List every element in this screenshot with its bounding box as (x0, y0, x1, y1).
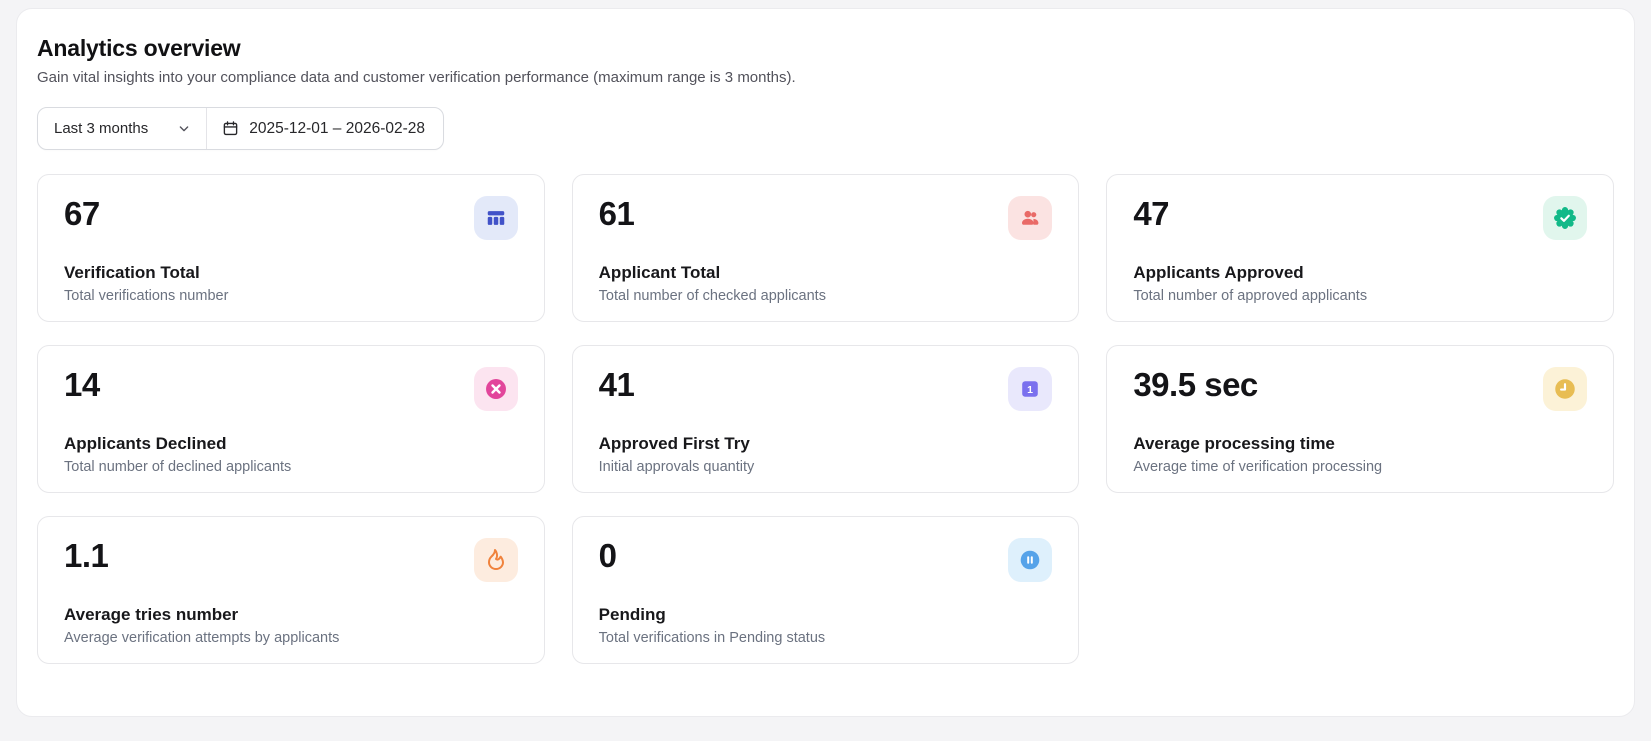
metrics-grid: 67 Verification Total Total verification… (37, 174, 1614, 664)
metric-title: Average processing time (1133, 434, 1335, 453)
metric-card-average-tries-number: 1.1 Average tries number Average verific… (37, 516, 545, 664)
metric-card-pending: 0 Pending Total verifications in Pending… (571, 516, 1080, 664)
metric-card-average-processing-time: 39.5 sec Average processing time Average… (1106, 345, 1614, 493)
metric-value: 61 (598, 195, 635, 232)
page-subtitle: Gain vital insights into your compliance… (37, 69, 796, 86)
date-range-picker[interactable]: 2025-12-01 – 2026-02-28 (207, 108, 443, 149)
metric-title: Pending (598, 605, 666, 624)
metric-description: Total number of checked applicants (598, 288, 826, 304)
pause-circle-icon (1008, 538, 1053, 582)
metric-value: 39.5 sec (1133, 366, 1258, 403)
metric-title: Applicants Approved (1133, 263, 1304, 282)
metric-card-applicants-approved: 47 Applicants Approved Tota (1106, 174, 1614, 322)
svg-text:1: 1 (1027, 384, 1033, 396)
metric-description: Initial approvals quantity (598, 459, 755, 475)
table-columns-icon (473, 196, 518, 240)
metric-description: Total verifications number (64, 288, 229, 304)
users-icon (1008, 196, 1053, 240)
date-range-value: 2025-12-01 – 2026-02-28 (249, 119, 426, 137)
clock-icon (1542, 367, 1587, 411)
metric-description: Average time of verification processing (1133, 459, 1383, 475)
metric-card-applicants-declined: 14 Applicants Declined Total number of d… (37, 345, 545, 493)
metric-card-approved-first-try: 41 1 Approved First Try Initial approval… (571, 345, 1080, 493)
metric-title: Average tries number (64, 605, 239, 624)
metric-description: Total verifications in Pending status (598, 630, 826, 646)
metric-title: Verification Total (64, 263, 200, 282)
metric-value: 14 (64, 366, 100, 403)
metric-card-applicant-total: 61 Applicant Total Total number of check… (571, 174, 1080, 322)
metric-title: Applicant Total (598, 263, 721, 282)
metric-description: Average verification attempts by applica… (64, 630, 340, 646)
x-circle-icon (473, 367, 518, 411)
analytics-panel: Analytics overview Gain vital insights i… (16, 8, 1635, 717)
range-select-dropdown[interactable]: Last 3 months (38, 108, 206, 149)
metric-card-verification-total: 67 Verification Total Total verification… (37, 174, 545, 322)
filters-bar: Last 3 months 2025-12-01 – 2026-02-28 (37, 107, 1614, 150)
metric-title: Approved First Try (598, 434, 750, 453)
metric-value: 1.1 (64, 537, 109, 574)
range-select-value: Last 3 months (54, 120, 149, 137)
metric-value: 67 (64, 195, 100, 232)
number-one-icon: 1 (1008, 367, 1053, 411)
metric-description: Total number of declined applicants (64, 459, 292, 475)
metric-value: 0 (598, 537, 617, 574)
date-filter-control: Last 3 months 2025-12-01 – 2026-02-28 (37, 107, 445, 150)
divider (206, 108, 208, 149)
page-title: Analytics overview (37, 35, 241, 61)
calendar-icon (222, 120, 239, 137)
metric-value: 47 (1133, 195, 1170, 232)
metric-description: Total number of approved applicants (1133, 288, 1368, 304)
metric-title: Applicants Declined (64, 434, 227, 453)
metric-value: 41 (598, 366, 635, 403)
flame-icon (473, 538, 518, 582)
chevron-down-icon (176, 121, 192, 137)
verified-badge-icon (1542, 196, 1587, 240)
